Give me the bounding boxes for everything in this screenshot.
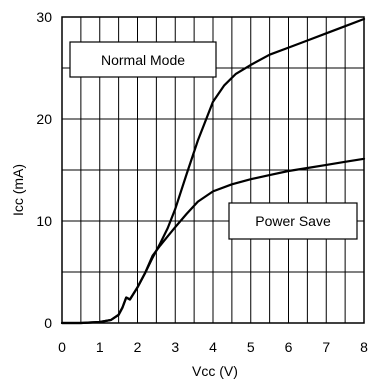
series-lines — [60, 17, 366, 325]
y-tick-label: 0 — [44, 315, 52, 331]
x-axis-title: Vcc (V) — [192, 363, 238, 379]
normal-mode-label-box: Normal Mode — [69, 41, 217, 78]
x-tick-label: 3 — [171, 339, 179, 355]
x-tick-label: 1 — [96, 339, 104, 355]
x-tick-label: 0 — [58, 339, 66, 355]
series-line-power-save — [60, 157, 366, 325]
normal-mode-box — [69, 41, 217, 78]
y-tick-label: 20 — [36, 111, 52, 127]
x-tick-label: 2 — [134, 339, 142, 355]
power-save-label: Power Save — [255, 213, 331, 229]
x-tick-label: 6 — [285, 339, 293, 355]
x-tick-label: 4 — [209, 339, 217, 355]
x-tick-label: 7 — [322, 339, 330, 355]
y-tick-label: 10 — [36, 213, 52, 229]
plot-frame — [61, 16, 365, 324]
x-tick-labels: 0 1 2 3 4 5 6 7 8 — [58, 339, 368, 355]
power-save-box — [228, 202, 358, 240]
y-axis-title: Icc (mA) — [10, 164, 26, 216]
y-tick-labels: 0 10 20 30 — [36, 9, 52, 331]
power-save-label-box: Power Save — [228, 202, 358, 240]
y-tick-label: 30 — [36, 9, 52, 25]
x-tick-label: 8 — [360, 339, 368, 355]
normal-mode-label: Normal Mode — [101, 52, 185, 68]
x-tick-label: 5 — [247, 339, 255, 355]
